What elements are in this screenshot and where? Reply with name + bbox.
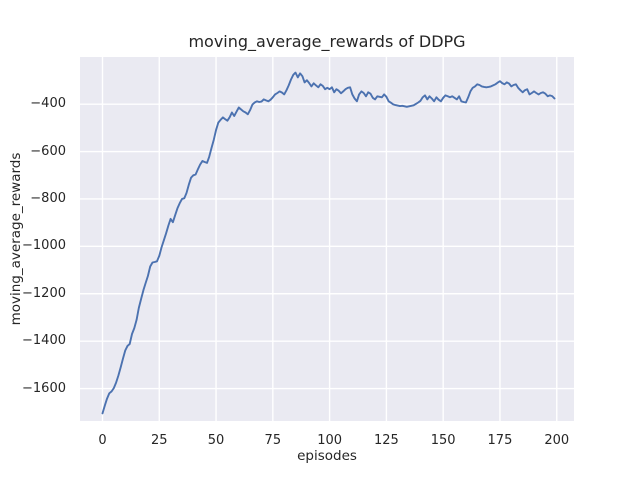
y-tick-label: −600 [30, 143, 66, 159]
chart-title: moving_average_rewards of DDPG [188, 32, 466, 51]
axes-background [80, 57, 574, 421]
x-tick-label: 100 [317, 433, 343, 448]
y-tick-label: −1600 [22, 380, 66, 396]
x-tick-label: 175 [487, 433, 513, 448]
y-tick-label: −800 [30, 190, 66, 206]
data-line [101, 71, 556, 415]
x-tick-label: 50 [207, 433, 225, 448]
y-tick-label: −1400 [22, 333, 66, 349]
x-tick-label: 150 [430, 433, 456, 448]
x-tick-label: 125 [373, 433, 399, 448]
x-tick-label: 200 [544, 433, 570, 448]
y-tick-label: −1000 [22, 238, 66, 254]
x-axis-label: episodes [297, 448, 357, 464]
x-tick-label: 25 [150, 433, 168, 448]
x-tick-label: 75 [264, 433, 282, 448]
x-tick-label: 0 [98, 433, 107, 448]
y-tick-label: −400 [30, 96, 66, 112]
y-tick-label: −1200 [22, 285, 66, 301]
